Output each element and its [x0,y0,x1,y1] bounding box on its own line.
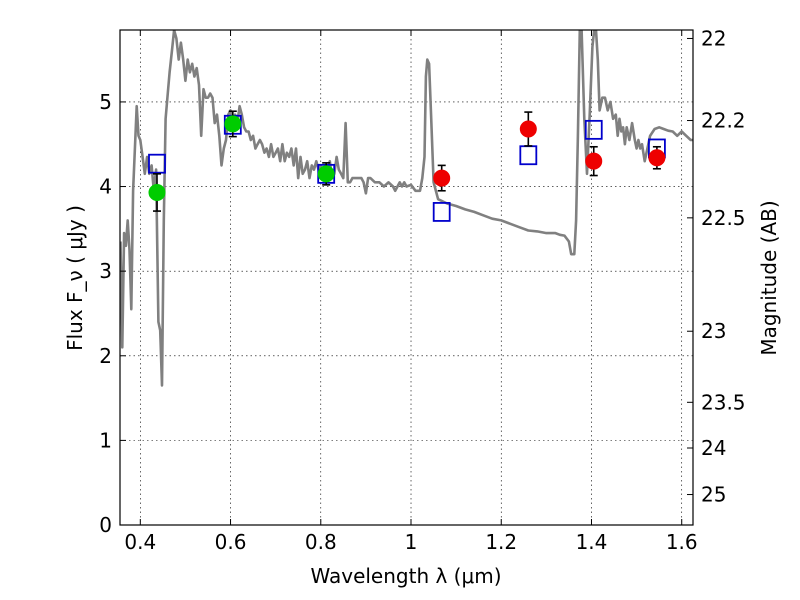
y-tick-label: 5 [99,90,112,114]
green-data-point [148,183,166,201]
axis-ticks: 0.4 0.6 0.8 1 1.2 1.4 1.60123452222.222.52323.… [99,26,745,554]
x-tick-label: 1.6 [666,530,698,554]
mag-tick-label: 22.2 [701,109,746,133]
mag-tick-label: 23 [701,319,726,343]
y-tick-label: 1 [99,428,112,452]
red-data-point [585,152,603,170]
y-tick-label: 0 [99,513,112,537]
model-square [519,145,538,166]
red-data-point [519,120,537,138]
mag-tick-label: 24 [701,436,726,460]
red-data-point [648,149,666,167]
model-square [584,119,603,140]
grid-lines [120,30,693,525]
x-axis-label: Wavelength λ (μm) [310,564,501,588]
y-tick-label: 3 [99,259,112,283]
x-tick-label: 1 [405,530,418,554]
model-square [432,202,451,222]
mag-tick-label: 23.5 [701,390,746,414]
mag-tick-label: 22.5 [701,206,746,230]
y-axis-label-right: Magnitude (AB) [757,200,781,355]
y-tick-label: 4 [99,175,112,199]
green-data-point [224,115,242,133]
x-tick-label: 1.4 [576,530,608,554]
plot-frame [119,29,694,526]
template-spectrum-line [120,30,693,387]
x-tick-label: 0.6 [215,530,247,554]
model-square [148,153,166,174]
x-tick-label: 1.2 [485,530,517,554]
red-data-point [433,169,451,187]
y-axis-label: Flux F_ν ( μJy ) [63,205,87,351]
plot-area [120,30,693,387]
y-tick-label: 2 [99,344,112,368]
mag-tick-label: 25 [701,483,726,507]
mag-tick-label: 22 [701,26,726,50]
x-tick-label: 0.4 [124,530,156,554]
data-markers [148,110,666,222]
x-tick-label: 0.8 [305,530,337,554]
green-data-point [317,165,335,183]
